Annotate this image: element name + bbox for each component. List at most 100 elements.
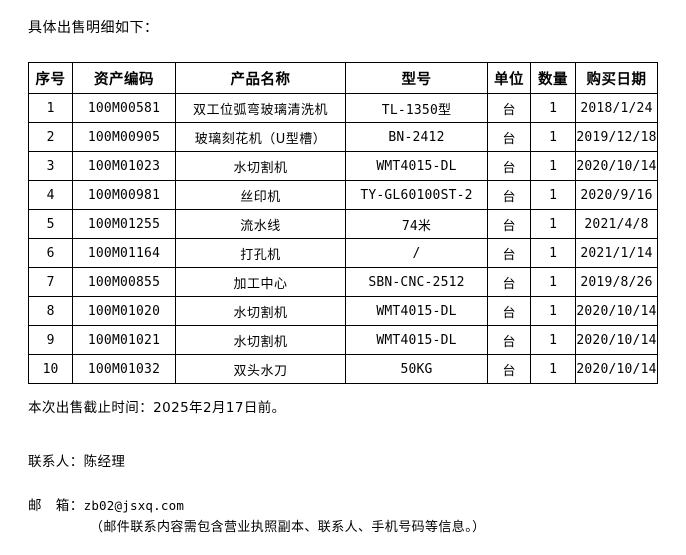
cell-model: BN-2412 (345, 122, 488, 152)
cell-name: 加工中心 (175, 267, 346, 297)
cell-unit: 台 (487, 238, 531, 268)
cell-name: 双工位弧弯玻璃清洗机 (175, 93, 346, 123)
cell-date: 2020/10/14 (575, 151, 658, 181)
cell-model: TY-GL60100ST-2 (345, 180, 488, 210)
table-row: 1 100M00581 双工位弧弯玻璃清洗机 TL-1350型 台 1 2018… (28, 93, 658, 123)
cell-quantity: 1 (530, 122, 576, 152)
cell-code: 100M01255 (72, 209, 176, 239)
cell-quantity: 1 (530, 238, 576, 268)
cell-index: 3 (28, 151, 73, 181)
column-header-code: 资产编码 (72, 62, 176, 94)
cell-model: 50KG (345, 354, 488, 384)
cell-date: 2018/1/24 (575, 93, 658, 123)
cell-unit: 台 (487, 296, 531, 326)
cell-index: 9 (28, 325, 73, 355)
cell-name: 丝印机 (175, 180, 346, 210)
table-row: 3 100M01023 水切割机 WMT4015-DL 台 1 2020/10/… (28, 151, 658, 181)
cell-date: 2019/8/26 (575, 267, 658, 297)
cell-quantity: 1 (530, 93, 576, 123)
cell-model: WMT4015-DL (345, 151, 488, 181)
cell-index: 8 (28, 296, 73, 326)
cell-quantity: 1 (530, 267, 576, 297)
email-row: 邮 箱：zb02@jsxq.com (28, 496, 668, 516)
cell-unit: 台 (487, 209, 531, 239)
cell-index: 2 (28, 122, 73, 152)
cell-name: 水切割机 (175, 151, 346, 181)
table-row: 4 100M00981 丝印机 TY-GL60100ST-2 台 1 2020/… (28, 180, 658, 210)
column-header-name: 产品名称 (175, 62, 346, 94)
table-row: 8 100M01020 水切割机 WMT4015-DL 台 1 2020/10/… (28, 296, 658, 326)
table-row: 9 100M01021 水切割机 WMT4015-DL 台 1 2020/10/… (28, 325, 658, 355)
cell-code: 100M01023 (72, 151, 176, 181)
cell-code: 100M01021 (72, 325, 176, 355)
cell-date: 2019/12/18 (575, 122, 658, 152)
email-note-text: （邮件联系内容需包含营业执照副本、联系人、手机号码等信息。） (90, 520, 486, 535)
table-body: 1 100M00581 双工位弧弯玻璃清洗机 TL-1350型 台 1 2018… (28, 93, 658, 384)
cell-quantity: 1 (530, 354, 576, 384)
table-row: 2 100M00905 玻璃刻花机（U型槽） BN-2412 台 1 2019/… (28, 122, 658, 152)
cell-name: 水切割机 (175, 325, 346, 355)
cell-model: 74米 (345, 209, 488, 239)
cell-code: 100M01032 (72, 354, 176, 384)
column-header-date: 购买日期 (575, 62, 658, 94)
cell-model: WMT4015-DL (345, 325, 488, 355)
cell-name: 流水线 (175, 209, 346, 239)
cell-unit: 台 (487, 151, 531, 181)
cell-name: 水切割机 (175, 296, 346, 326)
cell-unit: 台 (487, 267, 531, 297)
column-header-index: 序号 (28, 62, 73, 94)
table-header-row: 序号 资产编码 产品名称 型号 单位 数量 购买日期 (28, 62, 658, 94)
intro-paragraph: 具体出售明细如下： (28, 20, 159, 36)
cell-code: 100M00905 (72, 122, 176, 152)
cell-date: 2021/4/8 (575, 209, 658, 239)
cell-name: 双头水刀 (175, 354, 346, 384)
cell-date: 2021/1/14 (575, 238, 658, 268)
cell-code: 100M01164 (72, 238, 176, 268)
cell-date: 2020/10/14 (575, 296, 658, 326)
footer-block: 本次出售截止时间：2025年2月17日前。 联系人：陈经理 邮 箱：zb02@j… (28, 398, 668, 538)
column-header-unit: 单位 (487, 62, 531, 94)
email-label: 邮 箱： (28, 498, 84, 514)
cell-date: 2020/9/16 (575, 180, 658, 210)
cell-unit: 台 (487, 325, 531, 355)
cell-date: 2020/10/14 (575, 354, 658, 384)
cell-name: 玻璃刻花机（U型槽） (175, 122, 346, 152)
asset-sale-table: 序号 资产编码 产品名称 型号 单位 数量 购买日期 1 100M00581 双… (28, 62, 658, 384)
cell-code: 100M00855 (72, 267, 176, 297)
cell-index: 5 (28, 209, 73, 239)
cell-unit: 台 (487, 354, 531, 384)
cell-index: 4 (28, 180, 73, 210)
deadline-text: 本次出售截止时间：2025年2月17日前。 (28, 400, 286, 416)
table-header: 序号 资产编码 产品名称 型号 单位 数量 购买日期 (28, 62, 658, 94)
cell-code: 100M00981 (72, 180, 176, 210)
cell-code: 100M01020 (72, 296, 176, 326)
cell-model: TL-1350型 (345, 93, 488, 123)
table-row: 6 100M01164 打孔机 / 台 1 2021/1/14 (28, 238, 658, 268)
cell-unit: 台 (487, 122, 531, 152)
cell-unit: 台 (487, 180, 531, 210)
cell-index: 1 (28, 93, 73, 123)
table-row: 10 100M01032 双头水刀 50KG 台 1 2020/10/14 (28, 354, 658, 384)
cell-code: 100M00581 (72, 93, 176, 123)
cell-quantity: 1 (530, 325, 576, 355)
cell-model: / (345, 238, 488, 268)
cell-quantity: 1 (530, 296, 576, 326)
cell-unit: 台 (487, 93, 531, 123)
contact-person-text: 联系人：陈经理 (28, 454, 126, 470)
column-header-quantity: 数量 (530, 62, 576, 94)
cell-date: 2020/10/14 (575, 325, 658, 355)
cell-index: 7 (28, 267, 73, 297)
table-row: 5 100M01255 流水线 74米 台 1 2021/4/8 (28, 209, 658, 239)
cell-quantity: 1 (530, 151, 576, 181)
cell-index: 6 (28, 238, 73, 268)
column-header-model: 型号 (345, 62, 488, 94)
table-row: 7 100M00855 加工中心 SBN-CNC-2512 台 1 2019/8… (28, 267, 658, 297)
email-address[interactable]: zb02@jsxq.com (83, 498, 185, 513)
cell-quantity: 1 (530, 180, 576, 210)
cell-model: SBN-CNC-2512 (345, 267, 488, 297)
cell-name: 打孔机 (175, 238, 346, 268)
cell-model: WMT4015-DL (345, 296, 488, 326)
cell-quantity: 1 (530, 209, 576, 239)
cell-index: 10 (28, 354, 73, 384)
